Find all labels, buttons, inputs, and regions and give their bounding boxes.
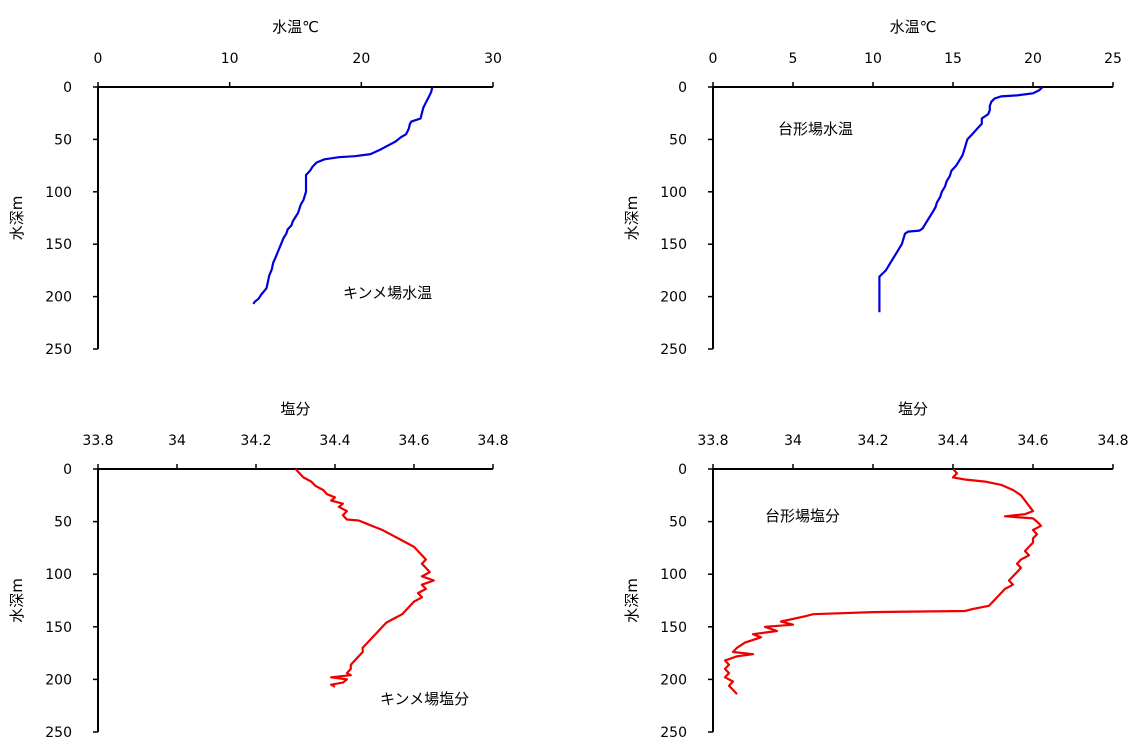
y-tick-label: 200: [45, 290, 72, 306]
y-axis-title: 水深m: [623, 196, 641, 241]
y-tick-label: 100: [660, 185, 687, 201]
y-tick-label: 0: [63, 462, 72, 478]
y-tick-label: 150: [45, 237, 72, 253]
x-tick-label: 20: [352, 51, 370, 67]
x-axis-title: 塩分: [898, 400, 928, 418]
profile-line: [294, 468, 435, 688]
y-tick-label: 0: [678, 80, 687, 96]
chart-panel-1: 0 10 20 30 0 50 100 150 200 250 水温℃ 水深m キンメ場水温: [8, 18, 502, 358]
x-tick-label: 0: [94, 51, 103, 67]
x-tick-label: 33.8: [82, 433, 113, 449]
x-tick-label: 25: [1104, 51, 1122, 67]
x-tick-label: 34.6: [398, 433, 429, 449]
y-tick-label: 100: [45, 185, 72, 201]
x-tick-label: 34.4: [319, 433, 350, 449]
x-tick-label: 10: [221, 51, 239, 67]
panel-annotation: キンメ場水温: [343, 284, 432, 302]
x-tick-label: 0: [709, 51, 718, 67]
x-tick-label: 34.8: [1097, 433, 1128, 449]
y-tick-label: 100: [660, 567, 687, 583]
y-axis-title: 水深m: [8, 196, 26, 241]
y-axis-title: 水深m: [623, 578, 641, 623]
y-tick-label: 50: [669, 515, 687, 531]
y-tick-label: 150: [660, 237, 687, 253]
profile-line: [878, 86, 1044, 313]
y-tick-label: 250: [660, 342, 687, 358]
panel-annotation: 台形場水温: [778, 120, 853, 138]
y-tick-label: 200: [660, 672, 687, 688]
y-tick-label: 50: [54, 132, 72, 148]
x-tick-label: 20: [1024, 51, 1042, 67]
y-tick-label: 200: [660, 290, 687, 306]
y-tick-label: 250: [45, 725, 72, 741]
y-tick-label: 50: [669, 132, 687, 148]
y-tick-label: 250: [660, 725, 687, 741]
x-axis-title: 水温℃: [272, 18, 319, 36]
y-tick-label: 250: [45, 342, 72, 358]
x-tick-label: 33.8: [697, 433, 728, 449]
profile-line: [723, 468, 1043, 695]
x-axis-title: 水温℃: [890, 18, 937, 36]
y-tick-label: 200: [45, 672, 72, 688]
profile-line: [252, 86, 434, 305]
y-tick-label: 150: [660, 620, 687, 636]
y-tick-label: 150: [45, 620, 72, 636]
x-tick-label: 5: [789, 51, 798, 67]
panel-annotation: 台形場塩分: [765, 507, 840, 525]
x-tick-label: 34: [784, 433, 802, 449]
chart-panel-3: 33.8 34 34.2 34.4 34.6 34.8 0 50 100 150 200 250 塩分水…: [8, 400, 509, 741]
chart-panel-4: 33.8 34 34.2 34.4 34.6 34.8 0 50 100 150 200 250 塩分水…: [623, 400, 1129, 741]
x-tick-label: 34.4: [937, 433, 968, 449]
x-tick-label: 34.6: [1017, 433, 1048, 449]
x-tick-label: 34.2: [857, 433, 888, 449]
x-tick-label: 34.2: [240, 433, 271, 449]
x-tick-label: 30: [484, 51, 502, 67]
x-tick-label: 34: [168, 433, 186, 449]
x-tick-label: 34.8: [477, 433, 508, 449]
y-tick-label: 0: [63, 80, 72, 96]
y-tick-label: 50: [54, 515, 72, 531]
y-axis-title: 水深m: [8, 578, 26, 623]
panel-annotation: キンメ場塩分: [380, 690, 469, 708]
x-axis-title: 塩分: [280, 400, 310, 418]
x-tick-label: 10: [864, 51, 882, 67]
y-tick-label: 100: [45, 567, 72, 583]
x-tick-label: 15: [944, 51, 962, 67]
y-tick-label: 0: [678, 462, 687, 478]
